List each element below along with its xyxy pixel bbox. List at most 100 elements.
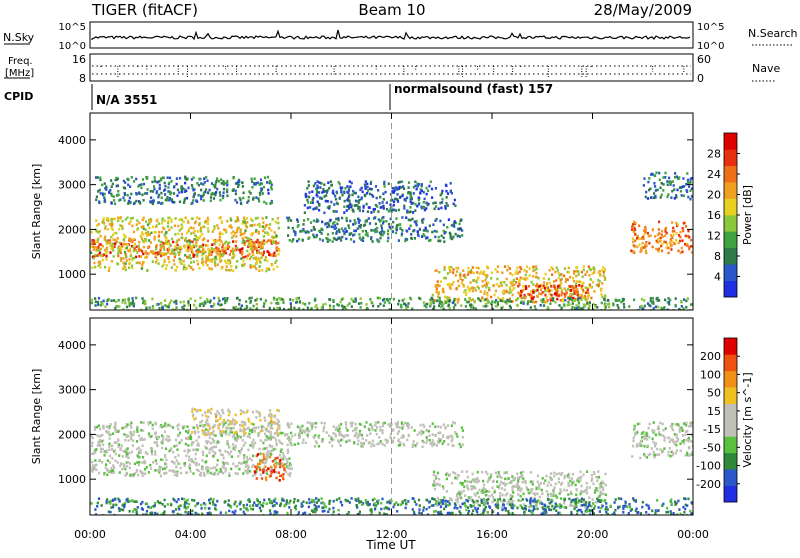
heatmap-cell bbox=[543, 482, 545, 485]
heatmap-cell bbox=[304, 204, 306, 207]
heatmap-cell bbox=[644, 246, 646, 249]
heatmap-cell bbox=[380, 224, 382, 227]
heatmap-cell bbox=[450, 190, 452, 193]
heatmap-cell bbox=[259, 225, 261, 228]
heatmap-cell bbox=[431, 441, 433, 444]
heatmap-cell bbox=[249, 436, 251, 439]
heatmap-cell bbox=[658, 221, 660, 224]
heatmap-cell bbox=[327, 233, 329, 236]
heatmap-cell bbox=[353, 192, 355, 195]
heatmap-cell bbox=[145, 232, 147, 235]
heatmap-cell bbox=[291, 467, 293, 470]
heatmap-cell bbox=[97, 190, 99, 193]
heatmap-cell bbox=[501, 284, 503, 287]
heatmap-cell bbox=[307, 307, 309, 310]
heatmap-cell bbox=[161, 197, 163, 200]
heatmap-cell bbox=[220, 470, 222, 473]
heatmap-cell bbox=[225, 422, 227, 425]
heatmap-cell bbox=[336, 210, 338, 213]
heatmap-cell bbox=[146, 188, 148, 191]
heatmap-cell bbox=[584, 305, 586, 308]
heatmap-cell bbox=[329, 304, 331, 307]
heatmap-cell bbox=[457, 235, 459, 238]
heatmap-cell bbox=[366, 183, 368, 186]
heatmap-cell bbox=[225, 433, 227, 436]
heatmap-cell bbox=[600, 293, 602, 296]
heatmap-cell bbox=[177, 435, 179, 438]
heatmap-cell bbox=[172, 241, 174, 244]
heatmap-cell bbox=[126, 434, 128, 437]
heatmap-cell bbox=[135, 297, 137, 300]
heatmap-cell bbox=[258, 412, 260, 415]
nsky-trace bbox=[92, 30, 690, 40]
heatmap-cell bbox=[91, 266, 93, 269]
heatmap-cell bbox=[426, 441, 428, 444]
heatmap-cell bbox=[262, 221, 264, 224]
heatmap-cell bbox=[251, 232, 253, 235]
heatmap-cell bbox=[139, 201, 141, 204]
heatmap-cell bbox=[111, 227, 113, 230]
heatmap-cell bbox=[95, 241, 97, 244]
heatmap-cell bbox=[127, 202, 129, 205]
heatmap-cell bbox=[121, 245, 123, 248]
heatmap-cell bbox=[314, 305, 316, 308]
heatmap-cell bbox=[213, 239, 215, 242]
heatmap-cell bbox=[686, 189, 688, 192]
heatmap-cell bbox=[195, 439, 197, 442]
heatmap-cell bbox=[278, 227, 280, 230]
heatmap-cell bbox=[158, 180, 160, 183]
heatmap-cell bbox=[608, 306, 610, 309]
heatmap-cell bbox=[569, 293, 571, 296]
heatmap-cell bbox=[434, 219, 436, 222]
heatmap-cell bbox=[201, 459, 203, 462]
heatmap-cell bbox=[455, 274, 457, 277]
heatmap-cell bbox=[140, 421, 142, 424]
heatmap-cell bbox=[404, 240, 406, 243]
heatmap-cell bbox=[370, 211, 372, 214]
heatmap-cell bbox=[149, 234, 151, 237]
heatmap-cell bbox=[192, 472, 194, 475]
heatmap-cell bbox=[163, 425, 165, 428]
heatmap-cell bbox=[210, 196, 212, 199]
heatmap-cell bbox=[558, 277, 560, 280]
heatmap-cell bbox=[377, 305, 379, 308]
heatmap-cell bbox=[591, 474, 593, 477]
heatmap-cell bbox=[365, 230, 367, 233]
heatmap-cell bbox=[195, 453, 197, 456]
heatmap-cell bbox=[420, 433, 422, 436]
heatmap-cell bbox=[276, 471, 278, 474]
heatmap-cell bbox=[569, 480, 571, 483]
heatmap-cell bbox=[130, 422, 132, 425]
heatmap-cell bbox=[336, 223, 338, 226]
heatmap-cell bbox=[189, 244, 191, 247]
heatmap-cell bbox=[214, 472, 216, 475]
heatmap-cell bbox=[447, 204, 449, 207]
heatmap-cell bbox=[277, 242, 279, 245]
heatmap-cell bbox=[232, 248, 234, 251]
heatmap-cell bbox=[340, 439, 342, 442]
heatmap-cell bbox=[148, 239, 150, 242]
heatmap-cell bbox=[230, 217, 232, 220]
heatmap-cell bbox=[239, 452, 241, 455]
heatmap-cell bbox=[167, 217, 169, 220]
heatmap-cell bbox=[163, 254, 165, 257]
heatmap-cell bbox=[105, 430, 107, 433]
heatmap-cell bbox=[685, 235, 687, 238]
heatmap-cell bbox=[527, 303, 529, 306]
heatmap-cell bbox=[175, 217, 177, 220]
heatmap-cell bbox=[148, 227, 150, 230]
heatmap-cell bbox=[127, 447, 129, 450]
heatmap-cell bbox=[438, 208, 440, 211]
heatmap-cell bbox=[219, 417, 221, 420]
heatmap-cell bbox=[527, 300, 529, 303]
heatmap-cell bbox=[474, 500, 476, 503]
heatmap-cell bbox=[227, 451, 229, 454]
heatmap-cell bbox=[581, 299, 583, 302]
heatmap-cell bbox=[210, 442, 212, 445]
heatmap-cell bbox=[279, 459, 281, 462]
heatmap-cell bbox=[267, 450, 269, 453]
heatmap-cell bbox=[219, 260, 221, 263]
heatmap-cell bbox=[360, 297, 362, 300]
heatmap-cell bbox=[297, 442, 299, 445]
nsearch-tick-bottom: 10^0 bbox=[697, 41, 724, 52]
